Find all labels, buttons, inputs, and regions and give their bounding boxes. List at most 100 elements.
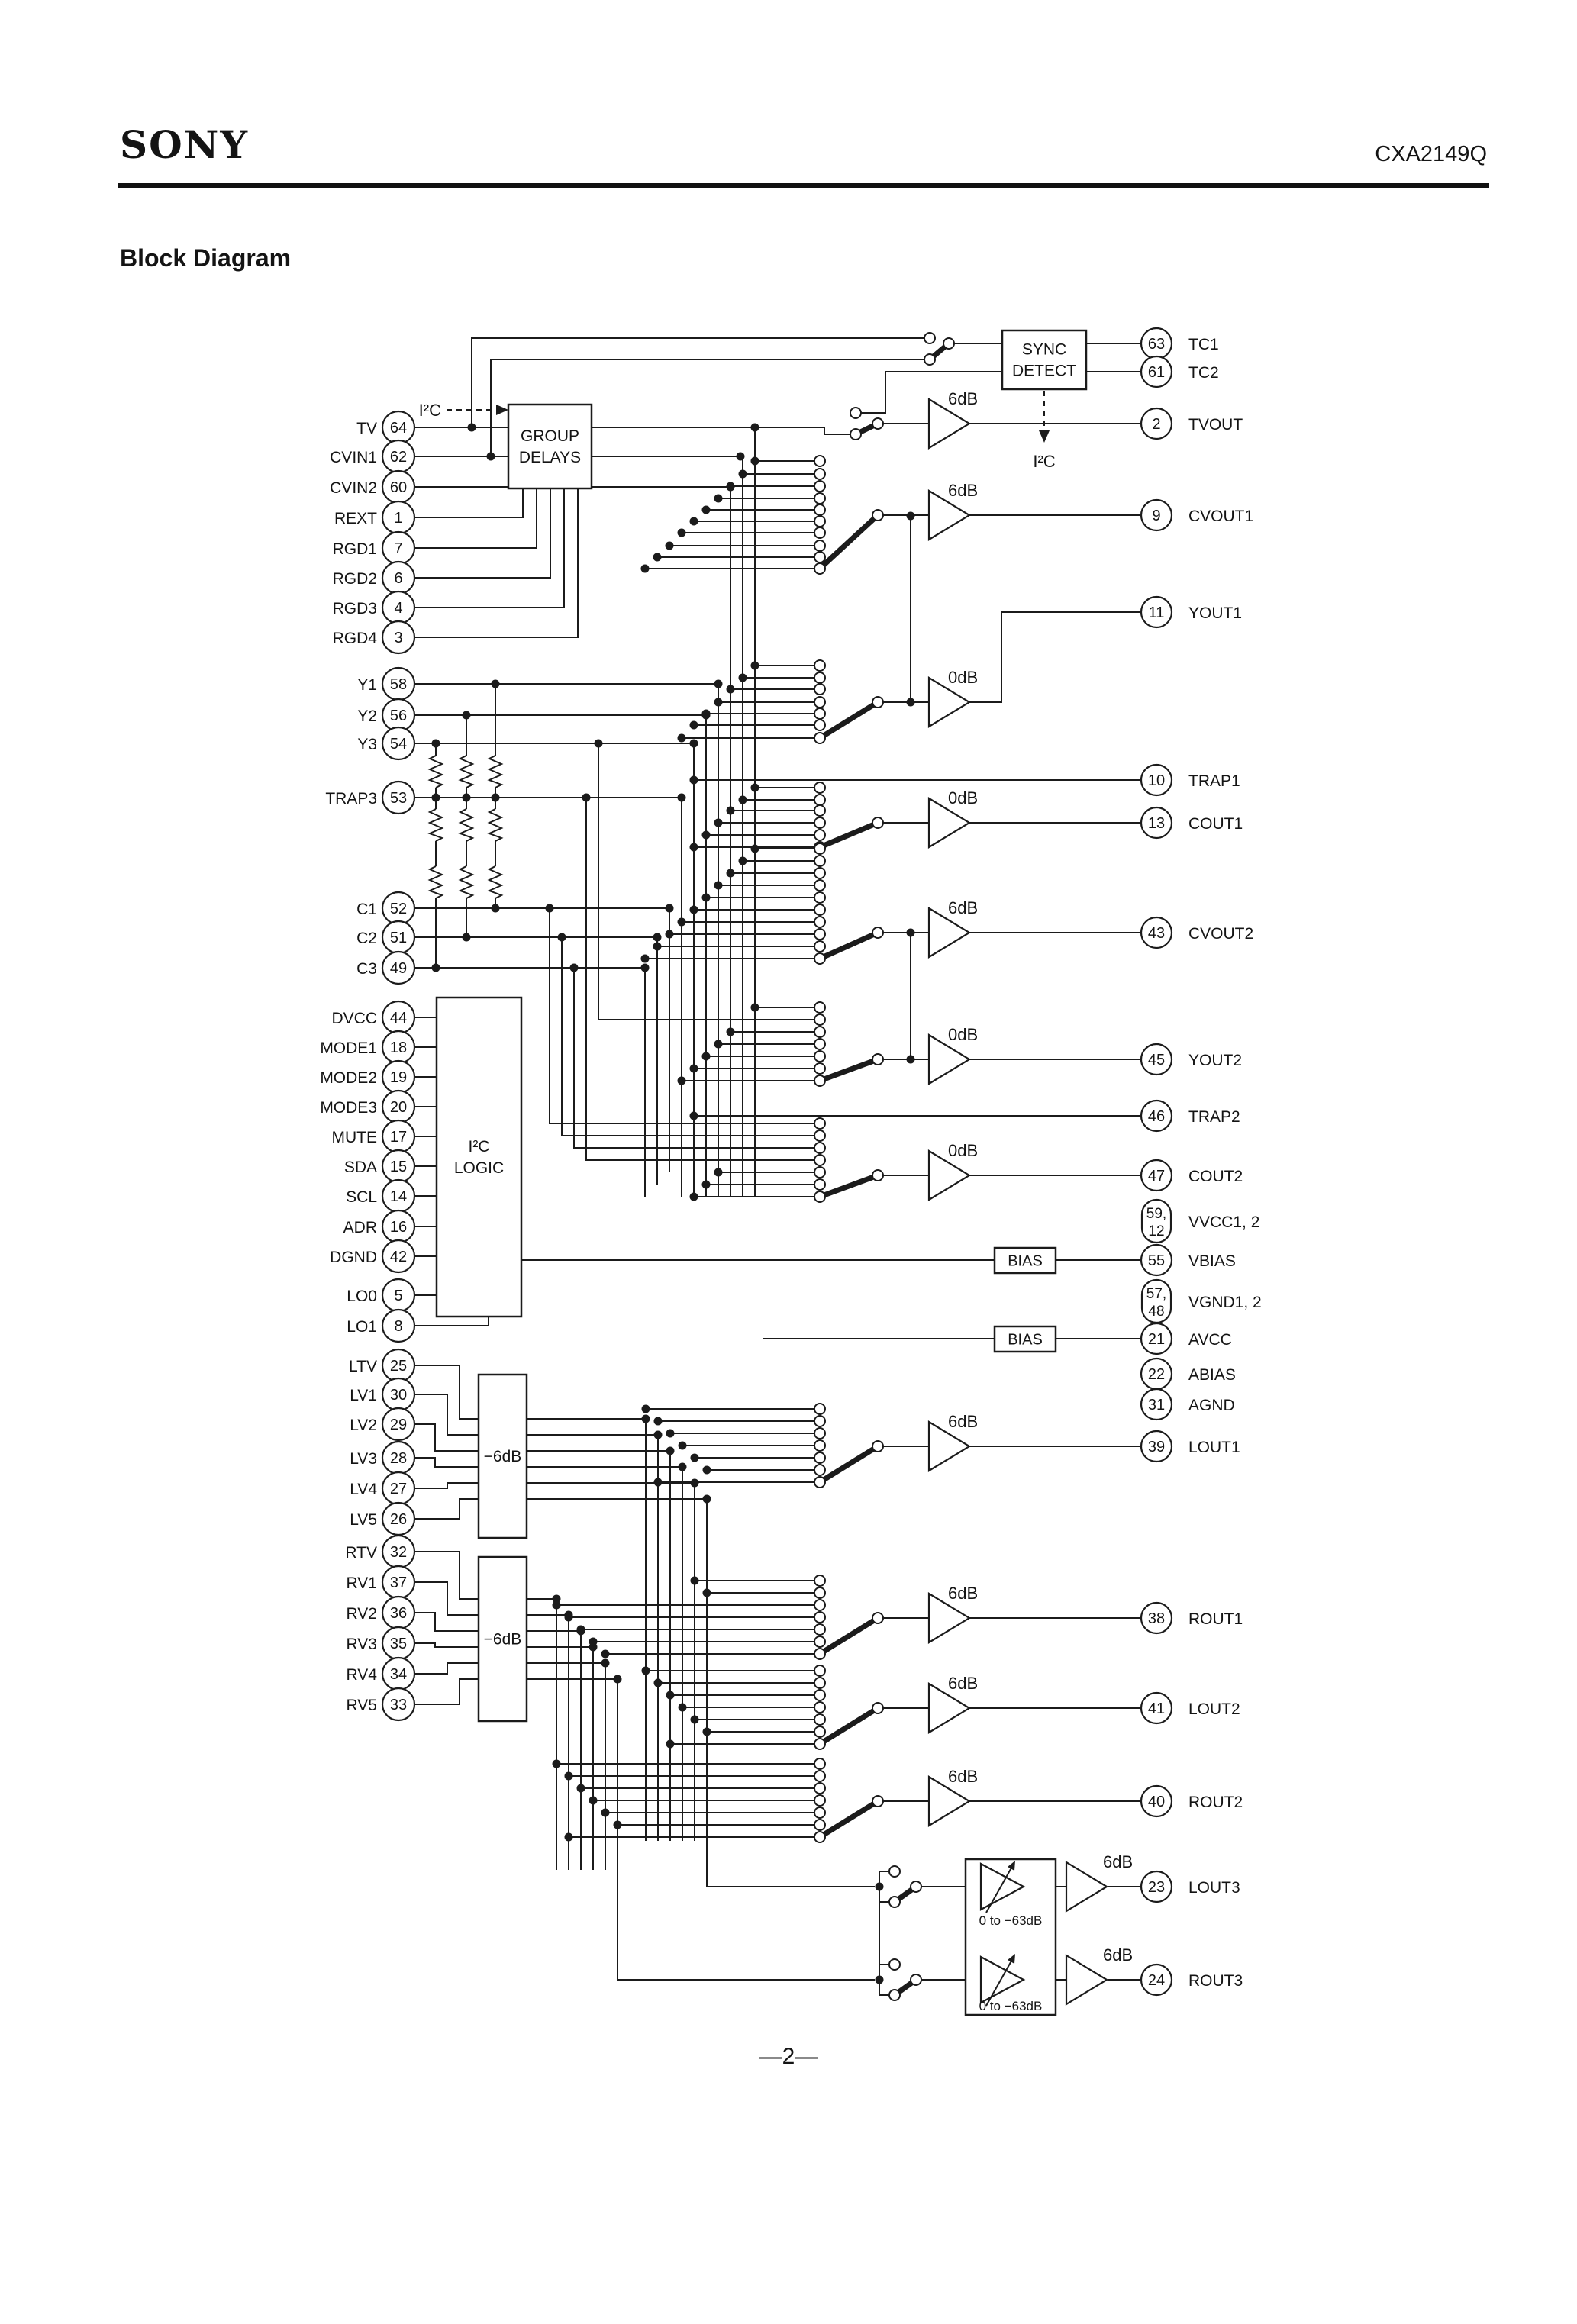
selector-yout2 — [682, 1001, 884, 1087]
att-left-block: −6dB — [477, 1373, 528, 1539]
svg-text:0 to −63dB: 0 to −63dB — [979, 1999, 1043, 2013]
pin-TRAP1: 10 TRAP1 — [1140, 763, 1240, 797]
selector-cvout2 — [645, 843, 884, 965]
svg-text:ABIAS: ABIAS — [1188, 1366, 1236, 1384]
junction-dot-icon — [666, 1429, 675, 1438]
amp-cvout1: 6dB — [927, 481, 978, 541]
svg-text:LOGIC: LOGIC — [454, 1159, 504, 1177]
svg-text:LV3: LV3 — [350, 1450, 377, 1468]
junction-dot-icon — [689, 1192, 698, 1201]
svg-text:DETECT: DETECT — [1012, 363, 1076, 380]
amplifier-icon — [927, 1775, 972, 1827]
junction-dot-icon — [714, 494, 723, 503]
svg-text:32: 32 — [390, 1544, 407, 1561]
switch-contact-icon — [814, 952, 826, 965]
switch-contact-icon — [924, 332, 936, 344]
junction-dot-icon — [613, 1820, 622, 1829]
switch-contact-icon — [888, 1989, 901, 2001]
selector-rout3 — [888, 1958, 922, 2001]
amp-yout2: 0dB — [927, 1025, 978, 1085]
svg-text:41: 41 — [1148, 1700, 1165, 1717]
pin-Y3: 54 Y3 — [357, 726, 416, 761]
pin-ROUT1: 38 ROUT1 — [1140, 1601, 1243, 1635]
svg-text:57,: 57, — [1146, 1286, 1166, 1302]
switch-contact-icon — [814, 928, 826, 940]
svg-text:I²C: I²C — [419, 401, 441, 420]
amplifier-icon — [927, 1033, 972, 1085]
switch-contact-icon — [888, 1896, 901, 1908]
junction-dot-icon — [738, 795, 747, 804]
pin-RV1: 37 RV1 — [347, 1565, 416, 1600]
pin-C1: 52 C1 — [356, 891, 416, 926]
pin-SCL: 14 SCL — [346, 1178, 416, 1214]
svg-text:ADR: ADR — [343, 1219, 377, 1236]
resistor-icon — [427, 755, 444, 788]
selector-lout1 — [646, 1403, 884, 1488]
pin-TRAP3: 53 TRAP3 — [325, 780, 416, 815]
svg-text:11: 11 — [1149, 604, 1165, 621]
svg-text:38: 38 — [1148, 1610, 1165, 1627]
junction-dot-icon — [576, 1784, 585, 1793]
switch-arm-icon — [817, 930, 881, 962]
svg-text:ROUT2: ROUT2 — [1188, 1794, 1243, 1811]
switch-contact-icon — [814, 940, 826, 952]
selector-tvout — [850, 407, 884, 440]
svg-text:LTV: LTV — [349, 1358, 377, 1375]
arrow-down-icon — [1039, 430, 1050, 443]
resistor-icon — [458, 755, 475, 788]
svg-text:RGD1: RGD1 — [333, 540, 377, 558]
junction-dot-icon — [589, 1637, 598, 1646]
svg-text:30: 30 — [390, 1387, 407, 1404]
pin-RV3: 35 RV3 — [347, 1626, 416, 1661]
switch-contact-icon — [814, 696, 826, 708]
svg-text:6dB: 6dB — [948, 898, 978, 917]
svg-text:AVCC: AVCC — [1188, 1331, 1232, 1349]
junction-dot-icon — [666, 1739, 675, 1749]
switch-contact-icon — [814, 1178, 826, 1191]
junction-dot-icon — [653, 1430, 663, 1439]
junction-dot-icon — [906, 1055, 915, 1064]
svg-text:RV2: RV2 — [347, 1605, 377, 1623]
svg-text:43: 43 — [1148, 925, 1165, 942]
pin-MODE3: 20 MODE3 — [320, 1089, 416, 1124]
svg-text:28: 28 — [390, 1450, 407, 1467]
junction-dot-icon — [462, 793, 471, 802]
switch-contact-icon — [814, 1665, 826, 1677]
svg-text:37: 37 — [390, 1575, 407, 1591]
pin-LTV: 25 LTV — [349, 1348, 416, 1383]
switch-contact-icon — [814, 540, 826, 552]
pin-TC2: 61 TC2 — [1140, 355, 1219, 388]
svg-text:CVOUT2: CVOUT2 — [1188, 925, 1253, 943]
junction-dot-icon — [665, 930, 674, 939]
switch-contact-icon — [814, 867, 826, 879]
switch-contact-icon — [814, 732, 826, 744]
resistor-icon — [427, 865, 444, 899]
switch-contact-icon — [814, 480, 826, 492]
junction-dot-icon — [589, 1796, 598, 1805]
bias2-block: BIAS — [993, 1325, 1057, 1353]
amp-rout2: 6dB — [927, 1767, 978, 1827]
switch-pole-icon — [872, 696, 884, 708]
switch-contact-icon — [814, 1623, 826, 1636]
junction-dot-icon — [906, 698, 915, 707]
switch-contact-icon — [814, 1701, 826, 1713]
junction-dot-icon — [726, 1027, 735, 1036]
junction-dot-icon — [701, 1180, 711, 1189]
selector-rout2 — [556, 1758, 884, 1843]
svg-text:51: 51 — [390, 930, 407, 946]
junction-dot-icon — [738, 673, 747, 682]
svg-text:7: 7 — [394, 540, 402, 557]
svg-text:−6dB: −6dB — [484, 1448, 522, 1465]
svg-text:24: 24 — [1148, 1972, 1165, 1989]
svg-text:6dB: 6dB — [948, 481, 978, 500]
switch-pole-icon — [872, 817, 884, 829]
pin-ABIAS: 22 ABIAS — [1140, 1357, 1236, 1391]
junction-dot-icon — [701, 830, 711, 840]
switch-contact-icon — [814, 1689, 826, 1701]
junction-dot-icon — [726, 685, 735, 694]
junction-dot-icon — [714, 881, 723, 890]
amplifier-icon — [1065, 1954, 1109, 2006]
switch-arm-icon — [817, 512, 881, 572]
svg-text:6dB: 6dB — [1103, 1945, 1133, 1965]
switch-contact-icon — [814, 683, 826, 695]
